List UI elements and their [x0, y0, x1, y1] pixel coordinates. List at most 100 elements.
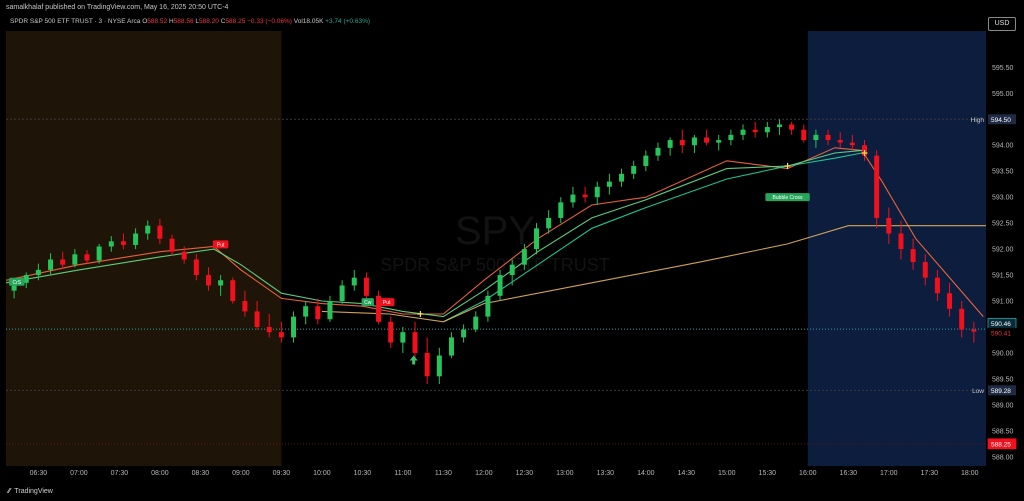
- y-tick-label: 589.00: [992, 402, 1014, 409]
- signal-label-bg: [212, 240, 229, 249]
- open-label: O: [142, 18, 148, 25]
- low-label: L: [195, 18, 200, 25]
- x-tick-label: 06:30: [30, 470, 48, 477]
- candle-body: [205, 275, 211, 286]
- candle-body: [388, 321, 394, 343]
- x-tick-label: 07:30: [111, 470, 129, 477]
- candle-body: [145, 225, 151, 234]
- volume-value: 18.05K: [302, 18, 324, 25]
- candle-body: [959, 308, 965, 330]
- signal-label: Cw: [364, 300, 372, 306]
- candle-body: [801, 129, 807, 141]
- candle-body: [789, 124, 795, 130]
- buy-arrow-icon: [409, 355, 418, 365]
- series-line-vwap: [321, 225, 986, 323]
- cross-marker-icon: [417, 311, 424, 318]
- candle-body: [825, 134, 831, 141]
- close-label: C: [220, 18, 226, 25]
- candle-body: [497, 275, 503, 296]
- signal-label: Put: [217, 242, 225, 248]
- x-tick-label: 11:30: [435, 470, 452, 477]
- afterhours-background: [807, 31, 986, 466]
- candle-body: [922, 262, 928, 278]
- x-tick-label: 16:00: [799, 470, 817, 477]
- candle-body: [133, 233, 139, 245]
- candle-body: [704, 137, 710, 143]
- candle-body: [837, 140, 843, 143]
- currency-button[interactable]: USD: [988, 17, 1016, 31]
- candle-body: [776, 124, 782, 128]
- signal-label: Bubble Cross: [773, 195, 804, 201]
- y-tick-label: 595.50: [992, 65, 1014, 72]
- candle-body: [291, 316, 297, 338]
- candle-body: [278, 332, 284, 338]
- price-tag: 588.25: [991, 441, 1011, 448]
- x-tick-label: 14:30: [678, 470, 696, 477]
- footer-brand: ⁄⁄ TradingView: [0, 483, 1024, 501]
- y-tick-label: 592.50: [992, 221, 1014, 228]
- candle-body: [679, 140, 685, 146]
- candle-body: [473, 316, 479, 330]
- candle-body: [898, 233, 904, 250]
- candle-body: [266, 326, 272, 333]
- candle-body: [72, 254, 78, 265]
- candle-body: [716, 140, 722, 143]
- signal-label-bg: [361, 298, 374, 307]
- candle-body: [169, 238, 175, 252]
- candle-body: [412, 332, 418, 353]
- x-tick-label: 16:30: [840, 470, 858, 477]
- y-tick-label: 593.00: [992, 195, 1014, 202]
- candle-body: [315, 306, 321, 320]
- candle-body: [448, 337, 454, 356]
- signal-label-bg: [765, 193, 810, 202]
- key-line-tag-bg: [988, 114, 1016, 125]
- candle-body: [521, 249, 527, 265]
- key-line-tag-bg: [988, 385, 1016, 396]
- price-chart[interactable]: SPY SPDR S&P 500 ETF TRUST Bubble Cross C…: [0, 0, 1024, 483]
- watermark-ticker: SPY: [455, 209, 535, 253]
- x-tick-label: 12:30: [516, 470, 534, 477]
- x-tick-label: 12:00: [475, 470, 493, 477]
- candle-body: [971, 329, 977, 332]
- candle-body: [740, 129, 746, 135]
- low-value: 588.20: [199, 18, 219, 25]
- x-tick-label: 08:00: [151, 470, 169, 477]
- candle-body: [631, 166, 637, 174]
- premarket-background: [6, 31, 282, 466]
- y-tick-label: 593.50: [992, 169, 1014, 176]
- candle-body: [157, 225, 163, 239]
- x-tick-label: 17:00: [880, 470, 898, 477]
- candle-body: [619, 173, 625, 182]
- open-value: 588.52: [147, 18, 168, 25]
- candle-body: [606, 181, 612, 187]
- candle-body: [60, 259, 66, 265]
- symbol-name: SPDR S&P 500 ETF TRUST · 3 · NYSE Arca: [10, 18, 141, 25]
- watermark-name: SPDR S&P 500 ETF TRUST: [380, 255, 609, 275]
- candle-body: [849, 142, 855, 146]
- candle-body: [691, 137, 697, 146]
- signal-label-bg: [378, 298, 395, 307]
- tradingview-logo-icon: ⁄⁄: [8, 488, 11, 495]
- cross-marker-icon: [784, 163, 791, 170]
- price-tag: 590.41: [991, 331, 1011, 338]
- candle-body: [11, 282, 17, 291]
- y-tick-label: 591.00: [992, 299, 1014, 306]
- candle-body: [230, 280, 236, 302]
- candle-body: [461, 329, 467, 338]
- candle-body: [254, 311, 260, 327]
- volume-change: +3.74 (+0.63%): [325, 18, 371, 25]
- y-tick-label: 588.00: [992, 454, 1014, 461]
- candle-body: [96, 246, 102, 261]
- price-tag: 590.46: [991, 321, 1011, 328]
- candle-body: [193, 259, 199, 276]
- candle-body: [728, 134, 734, 141]
- candle-body: [643, 155, 649, 167]
- y-tick-label: 589.50: [992, 376, 1014, 383]
- x-tick-label: 10:00: [313, 470, 331, 477]
- candle-body: [339, 285, 345, 302]
- candle-body: [934, 277, 940, 294]
- key-line-value: 589.28: [991, 388, 1011, 395]
- candle-body: [533, 228, 539, 250]
- price-tag-bg: [987, 438, 1017, 450]
- x-tick-label: 14:00: [637, 470, 655, 477]
